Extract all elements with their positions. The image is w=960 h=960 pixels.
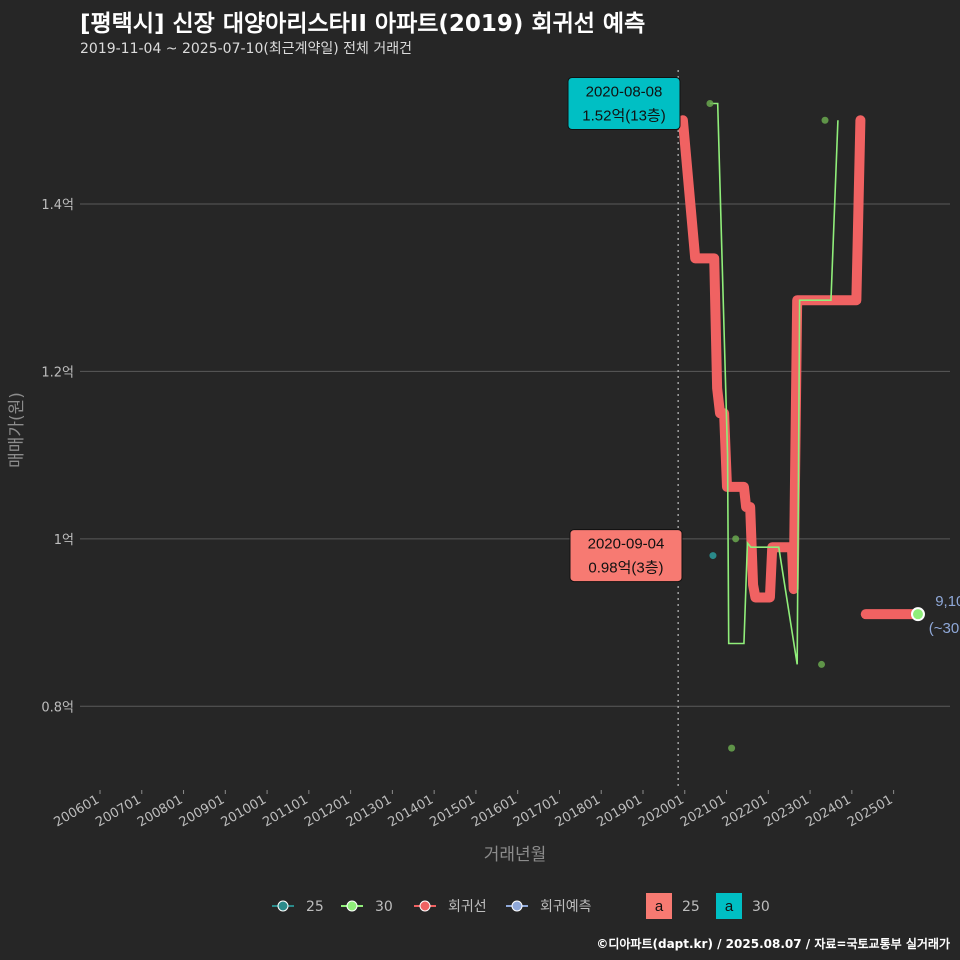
x-tick-label: 201801 bbox=[553, 792, 603, 830]
x-tick-label: 201401 bbox=[386, 792, 436, 830]
series-30-point bbox=[818, 660, 826, 668]
legend-key-point bbox=[277, 900, 289, 912]
chart-title: [평택시] 신장 대양아리스타II 아파트(2019) 회귀선 예측 bbox=[80, 11, 646, 37]
legend-label-box bbox=[716, 893, 742, 919]
y-tick-label: 1억 bbox=[54, 533, 74, 548]
y-tick-label: 0.8억 bbox=[41, 700, 74, 715]
series-25-point bbox=[709, 552, 717, 560]
x-tick-label: 202501 bbox=[845, 792, 895, 830]
series-30-point bbox=[728, 744, 736, 752]
end-label-value: 9,100 bbox=[935, 593, 960, 610]
x-tick-label: 200901 bbox=[177, 792, 227, 830]
y-axis-title: 매매가(원) bbox=[7, 392, 27, 468]
legend-item-label: 회귀예측 bbox=[540, 899, 592, 915]
series-30-point bbox=[706, 99, 714, 107]
x-tick-label: 201301 bbox=[344, 792, 394, 830]
legend-label-glyph: a bbox=[655, 898, 664, 915]
y-tick-label: 1.4억 bbox=[41, 198, 74, 213]
forecast-end-point bbox=[910, 607, 925, 622]
y-tick-label: 1.2억 bbox=[41, 365, 74, 380]
legend-item-label: 30 bbox=[375, 899, 393, 915]
x-tick-label: 200801 bbox=[135, 792, 185, 830]
x-tick-label: 201601 bbox=[469, 792, 519, 830]
legend-item-label: 25 bbox=[306, 899, 324, 915]
series-30-point bbox=[821, 116, 829, 124]
x-tick-label: 202401 bbox=[803, 792, 853, 830]
x-tick-label: 201101 bbox=[260, 792, 310, 830]
annotation-min-date: 2020-09-04 bbox=[588, 536, 665, 553]
series-30-point bbox=[732, 535, 740, 543]
x-tick-label: 201501 bbox=[427, 792, 477, 830]
annotation-min-box bbox=[569, 529, 683, 583]
annotation-max-price: 1.52억(13층) bbox=[582, 107, 665, 124]
x-tick-label: 202201 bbox=[720, 792, 770, 830]
x-tick-label: 202101 bbox=[678, 792, 728, 830]
legend-label-box bbox=[646, 893, 672, 919]
x-tick-label: 200601 bbox=[52, 792, 102, 830]
x-axis-title: 거래년월 bbox=[484, 845, 547, 865]
annotation-max-date: 2020-08-08 bbox=[586, 83, 663, 100]
regression-line bbox=[677, 115, 866, 603]
x-tick-label: 201901 bbox=[595, 792, 645, 830]
x-tick-label: 201201 bbox=[302, 792, 352, 830]
legend-key-point bbox=[511, 900, 523, 912]
footer-credit: ©디아파트(dapt.kr) / 2025.08.07 / 자료=국토교통부 실… bbox=[596, 937, 950, 951]
x-tick-label: 202001 bbox=[636, 792, 686, 830]
x-tick-label: 200701 bbox=[93, 792, 143, 830]
legend-key-point bbox=[346, 900, 358, 912]
x-tick-label: 202301 bbox=[762, 792, 812, 830]
legend-key-point bbox=[419, 900, 431, 912]
x-tick-label: 201701 bbox=[511, 792, 561, 830]
series-30-line bbox=[709, 102, 839, 665]
annotation-max-box bbox=[567, 76, 681, 130]
legend-label-text: 25 bbox=[682, 899, 700, 915]
legend-item-label: 회귀선 bbox=[448, 899, 487, 915]
end-label-area: (~30㎡) bbox=[929, 620, 960, 637]
annotation-min-price: 0.98억(3층) bbox=[588, 560, 663, 577]
x-tick-label: 201001 bbox=[219, 792, 269, 830]
chart-subtitle: 2019-11-04 ~ 2025-07-10(최근계약일) 전체 거래건 bbox=[80, 41, 412, 57]
legend-label-text: 30 bbox=[752, 899, 770, 915]
legend-label-glyph: a bbox=[725, 898, 734, 915]
